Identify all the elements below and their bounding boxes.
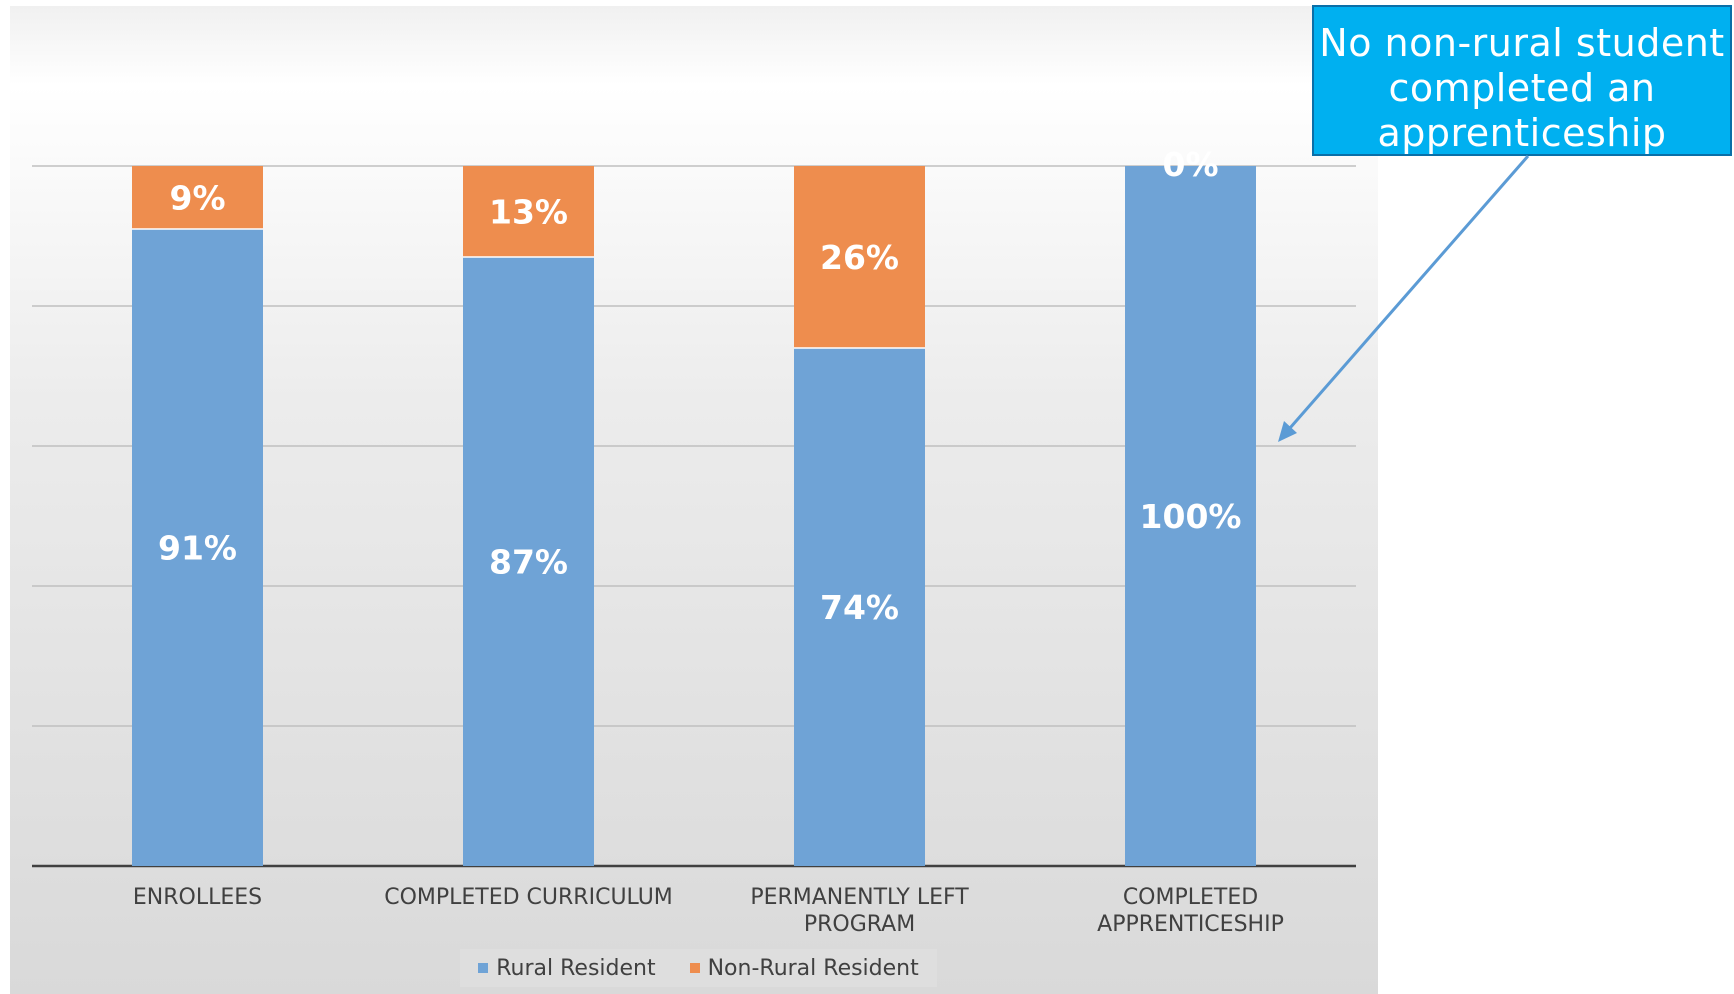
bar-rural: [463, 257, 594, 866]
legend-swatch-non-rural: [689, 963, 700, 973]
data-label-non-rural: 0%: [1162, 145, 1218, 184]
category-label: PERMANENTLY LEFT PROGRAM: [750, 885, 969, 937]
bar-rural: [132, 229, 263, 866]
legend-label-rural: Rural Resident: [496, 955, 656, 981]
legend-swatch-rural: [478, 963, 489, 973]
data-label-non-rural: 13%: [489, 193, 568, 232]
data-label-rural: 74%: [820, 588, 899, 627]
legend-label-non-rural: Non-Rural Resident: [707, 955, 919, 981]
data-label-rural: 91%: [158, 529, 237, 568]
bar-rural: [794, 348, 925, 866]
callout-text: No non-rural student completed an appren…: [1319, 21, 1725, 155]
bar-non-rural: [132, 166, 263, 229]
category-label: COMPLETED APPRENTICESHIP: [1097, 885, 1284, 937]
callout-box: No non-rural student completed an appren…: [1312, 5, 1732, 156]
data-label-rural: 87%: [489, 543, 568, 582]
data-label-non-rural: 9%: [169, 179, 225, 218]
bar-non-rural: [794, 166, 925, 348]
legend: Rural Resident Non-Rural Resident: [460, 949, 937, 987]
bar-rural: [1125, 166, 1256, 866]
stacked-bar-chart: 91% 9% ENROLLEES 87% 13% COMPLETED CURRICULUM…: [32, 145, 1356, 937]
chart-panel: 91% 9% ENROLLEES 87% 13% COMPLETED CURRICULUM…: [10, 6, 1378, 994]
legend-item-rural: Rural Resident: [478, 955, 656, 981]
category-label: ENROLLEES: [133, 885, 262, 910]
legend-item-non-rural: Non-Rural Resident: [689, 955, 919, 981]
data-label-rural: 100%: [1140, 497, 1242, 536]
bar-non-rural: [463, 166, 594, 257]
data-label-non-rural: 26%: [820, 238, 899, 277]
category-label: COMPLETED CURRICULUM: [384, 885, 673, 910]
